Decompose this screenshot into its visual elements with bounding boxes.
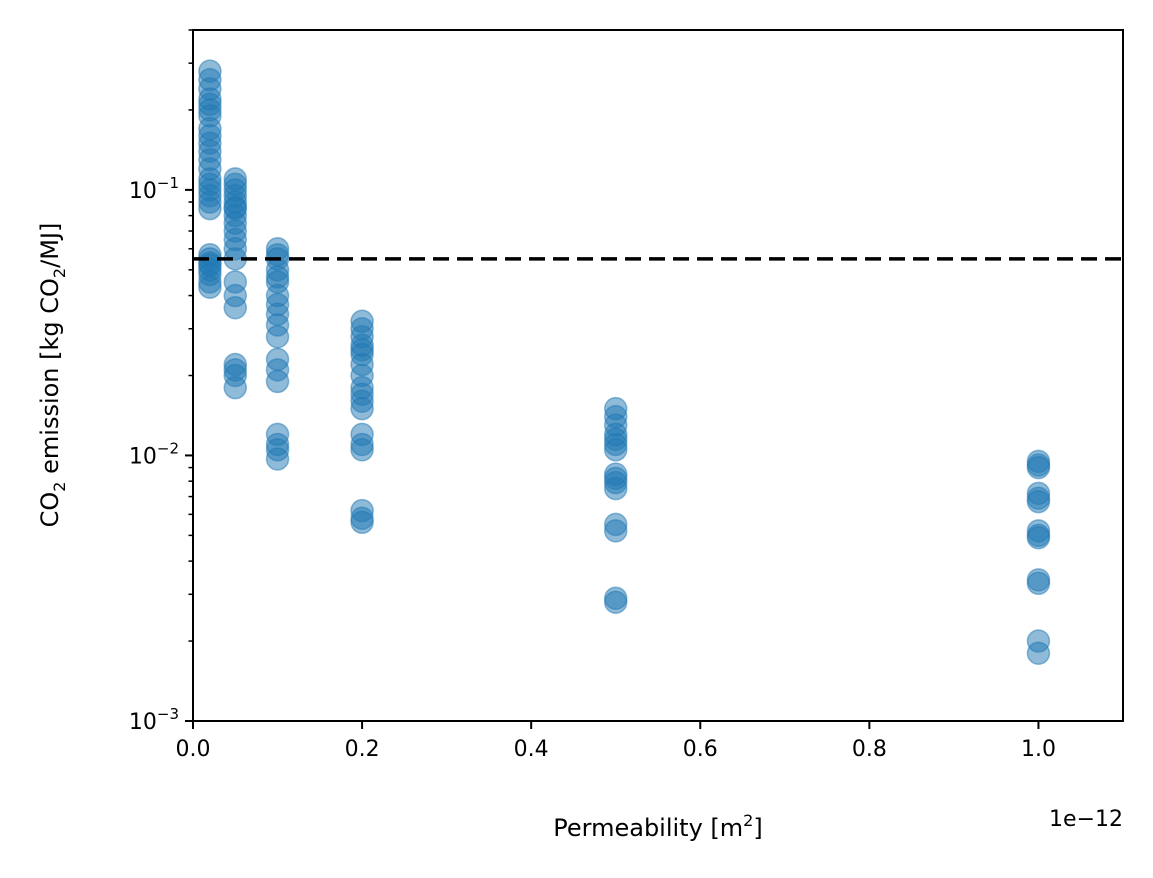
data-point xyxy=(198,275,222,299)
data-point xyxy=(603,590,628,614)
y-tick-label: 10−1 xyxy=(129,174,179,204)
x-tick-label: 0.0 xyxy=(176,737,211,762)
data-point xyxy=(603,476,628,501)
data-point xyxy=(223,211,248,235)
data-point xyxy=(350,396,374,421)
points-layer xyxy=(198,59,1051,665)
data-point xyxy=(603,438,628,462)
data-point xyxy=(1026,455,1051,480)
data-point xyxy=(350,510,374,535)
y-tick-label: 10−2 xyxy=(129,439,179,469)
y-axis-ticks: 10−3 10−2 10−1 xyxy=(129,29,193,735)
x-tick-label: 0.8 xyxy=(852,737,887,762)
x-tick-label: 0.4 xyxy=(514,737,549,762)
x-axis-ticks: 0.0 0.2 0.4 0.6 0.8 1.0 xyxy=(176,721,1056,762)
data-point xyxy=(265,369,290,394)
x-tick-label: 0.2 xyxy=(345,737,380,762)
x-axis-offset-label: 1e−12 xyxy=(1049,807,1123,832)
x-tick-label: 1.0 xyxy=(1021,737,1056,762)
data-point xyxy=(1026,641,1051,665)
data-point xyxy=(223,358,248,382)
x-axis-label: Permeability [m2] xyxy=(553,811,762,842)
data-point xyxy=(198,196,222,221)
x-tick-label: 0.6 xyxy=(683,737,718,762)
data-point xyxy=(603,519,628,543)
data-point xyxy=(265,324,290,349)
plot-area-frame xyxy=(192,29,1124,722)
y-tick-label: 10−3 xyxy=(129,705,179,735)
data-point xyxy=(1026,489,1051,514)
data-point xyxy=(350,438,374,462)
data-point xyxy=(223,295,248,320)
data-point xyxy=(1026,525,1051,550)
data-point xyxy=(1026,571,1051,596)
y-axis-label: CO2 emission [kg CO2/MJ] xyxy=(36,223,69,528)
data-point xyxy=(265,447,290,471)
